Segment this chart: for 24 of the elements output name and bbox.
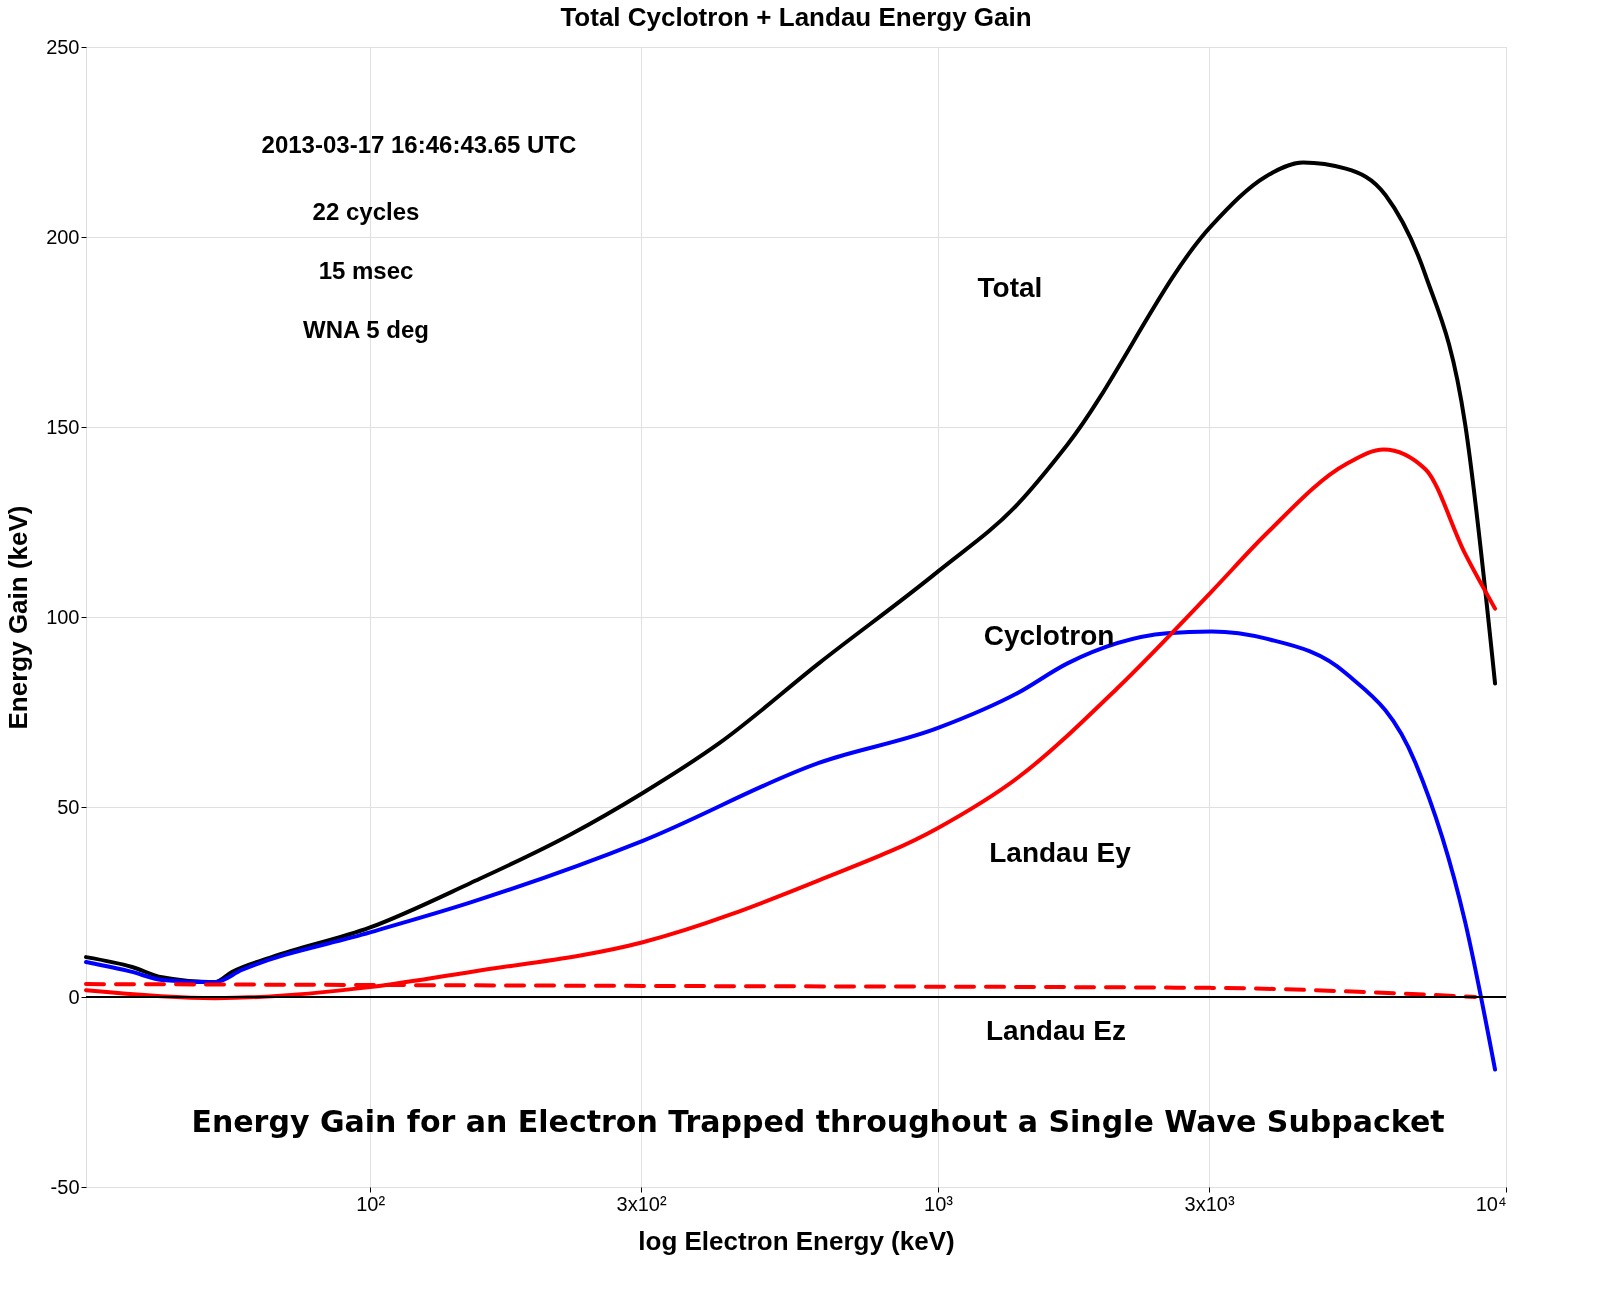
x-tick-label: 3x10³: [1184, 1192, 1235, 1215]
annotation: Landau Ez: [985, 1015, 1127, 1046]
annotation: Total: [977, 272, 1043, 303]
y-tick-label: 100: [46, 605, 80, 628]
y-tick-label: 200: [46, 225, 80, 248]
x-tick-label: 10⁴: [1475, 1192, 1507, 1215]
x-tick-label: 10³: [924, 1192, 954, 1215]
annotation: 22 cycles: [312, 198, 420, 225]
y-tick-label: 0: [68, 985, 80, 1008]
chart-title: Total Cyclotron + Landau Energy Gain: [560, 2, 1032, 32]
y-tick-label: -50: [50, 1175, 80, 1198]
x-tick-label: 3x10²: [616, 1192, 667, 1215]
annotation: WNA 5 deg: [303, 316, 429, 343]
annotation: Energy Gain for an Electron Trapped throughout a Single Wave Subpacket: [191, 1104, 1445, 1139]
x-tick-label: 10²: [356, 1192, 386, 1215]
annotation: 2013-03-17 16:46:43.65 UTC: [261, 131, 577, 158]
y-axis-title: Energy Gain (keV): [3, 505, 34, 730]
annotation: Cyclotron: [983, 620, 1115, 651]
y-tick-label: 250: [46, 35, 80, 58]
annotation: Landau Ey: [989, 837, 1132, 868]
annotation: 15 msec: [318, 257, 414, 284]
y-tick-label: 150: [46, 415, 80, 438]
y-tick-label: 50: [57, 795, 80, 818]
x-axis-title: log Electron Energy (keV): [638, 1225, 955, 1256]
